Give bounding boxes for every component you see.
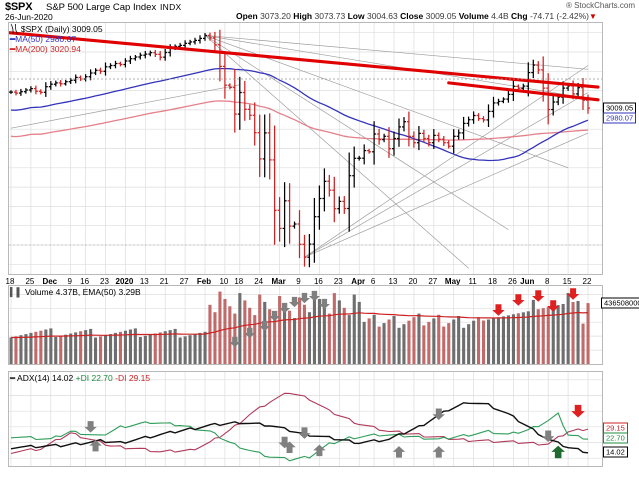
stockcharts-watermark: ® StockCharts.com (565, 1, 635, 10)
minus-di-line (10, 392, 589, 455)
volume-label: Volume (458, 11, 489, 21)
volume-value: 4.4B (491, 11, 509, 21)
x-axis-tick: 23 (333, 277, 343, 286)
x-axis-tick: 26 (507, 277, 517, 286)
x-axis-tick: 21 (159, 277, 169, 286)
x-axis-tick: 18 (234, 277, 244, 286)
price-legend-ma200: ━MA(200) 3020.94 (10, 44, 81, 54)
x-axis-tick: May (444, 277, 461, 286)
volume-bars (9, 291, 590, 364)
close-value: 3009.05 (425, 11, 457, 21)
chg-value: -74.71 (-2.42%) (529, 11, 590, 21)
close-label: Close (400, 11, 424, 21)
high-label: High (293, 11, 313, 21)
symbol-exchange: INDX (160, 2, 182, 12)
x-axis-tick: 16 (313, 277, 323, 286)
price-ma50-value-box: 2980.07 (603, 112, 637, 124)
volume-arrow-markers (229, 288, 580, 348)
open-label: Open (236, 11, 258, 21)
adx-legend-adx: ADX(14) 14.02 (17, 373, 74, 383)
volume-legend-text: Volume 4.37B, EMA(50) 3.29B (24, 287, 141, 297)
price-legend-symbol: ⎞⎝ $SPX (Daily) 3009.05 (10, 24, 103, 34)
x-axis-tick: 9 (67, 277, 72, 286)
x-axis-tick: 13 (388, 277, 398, 286)
ma200-line (10, 100, 589, 141)
chart-date: 26-Jun-2020 (5, 12, 53, 22)
x-axis-tick: 2020 (115, 277, 134, 286)
low-value: 3004.63 (366, 11, 398, 21)
x-axis-tick: 16 (80, 277, 90, 286)
x-axis-tick: 15 (562, 277, 572, 286)
adx-plot (9, 372, 602, 466)
x-axis-tick: 11 (468, 277, 477, 286)
adx-line-icon: ━ (10, 373, 16, 383)
x-axis-tick: Apr (351, 277, 366, 286)
price-x-axis: 18 25 Dec 9 16 23 2020 13 21 27 Feb 10 18 24 Mar 9 16 23 A… (5, 276, 603, 289)
volume-plot (9, 286, 602, 364)
x-axis-tick: 13 (139, 277, 149, 286)
x-axis-tick: 18 (488, 277, 497, 286)
x-axis-tick: 9 (296, 277, 301, 286)
adx-legend: ━ ADX(14) 14.02 +DI 22.70 -DI 29.15 (10, 373, 150, 383)
volume-panel: 5B4B3B2B1B (8, 285, 603, 365)
x-axis-tick: 25 (25, 277, 35, 286)
x-axis-tick: 27 (428, 277, 438, 286)
x-axis-tick: 24 (254, 277, 264, 286)
x-axis-tick: 27 (179, 277, 189, 286)
price-ohlc-bars (9, 29, 590, 268)
adx-panel: 102030405060 (8, 371, 603, 467)
x-axis-tick: 6 (370, 277, 376, 286)
price-fan-lines (9, 35, 602, 269)
x-axis-tick: 20 (408, 277, 418, 286)
low-label: Low (347, 11, 365, 21)
price-legend-ma50: ━MA(50) 2980.07 (10, 34, 77, 44)
price-gridlines (9, 23, 602, 274)
volume-legend: ▍▌ Volume 4.37B, EMA(50) 3.29B (10, 287, 141, 297)
x-axis-tick: 18 (5, 277, 15, 286)
symbol-description: S&P 500 Large Cap Index (46, 2, 157, 13)
volume-bars-icon: ▍▌ (10, 287, 23, 297)
x-axis-tick: Feb (196, 277, 212, 286)
x-axis-tick: Dec (42, 277, 58, 286)
x-axis-tick: 22 (582, 277, 592, 286)
adx-x-axis (8, 467, 603, 480)
adx-legend-pdi: +DI 22.70 (75, 373, 113, 383)
x-axis-tick: 23 (100, 277, 109, 286)
x-axis-tick: Jun (520, 277, 535, 286)
adx-value-box: 14.02 (603, 446, 628, 458)
adx-legend-mdi: -DI 29.15 (115, 373, 151, 383)
volume-value-box: 4365080000 (601, 297, 639, 309)
ohlc-quote-bar: Open 3073.20 High 3073.73 Low 3004.63 Cl… (236, 11, 597, 21)
x-axis-tick: 10 (219, 277, 229, 286)
volume-ema-line (11, 311, 589, 339)
plus-di-line (10, 412, 589, 462)
price-resistance-trendlines (9, 31, 600, 102)
adx-arrow-markers (84, 404, 585, 459)
x-axis-tick: Mar (271, 277, 286, 286)
price-legend: ⎞⎝ $SPX (Daily) 3009.05 ━MA(50) 2980.07 … (10, 24, 103, 54)
x-axis-tick: 8 (544, 277, 550, 286)
chart-header: $SPX S&P 500 Large Cap Index INDX 26-Jun… (0, 0, 639, 22)
adx-gridlines (9, 372, 602, 466)
chg-down-icon: ▼ (589, 12, 597, 21)
open-value: 3073.20 (260, 11, 291, 21)
adx-line (10, 402, 589, 454)
price-panel: 2200230024002500260027002800290030003100… (8, 22, 603, 275)
high-value: 3073.73 (314, 11, 346, 21)
symbol-ticker: $SPX (5, 1, 33, 13)
price-plot (9, 23, 602, 274)
adx-pdi-value-box: 22.70 (603, 432, 628, 444)
ma50-line (10, 67, 589, 162)
chg-label: Chg (511, 11, 528, 21)
